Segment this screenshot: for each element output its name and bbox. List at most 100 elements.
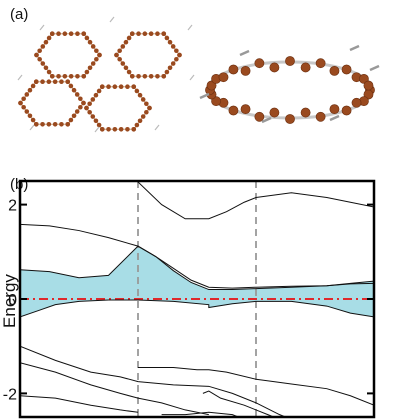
ring-atom [285, 114, 295, 124]
carbon-atom [120, 44, 126, 49]
carbon-atom [177, 52, 182, 58]
carbon-atom [49, 74, 55, 79]
ring-hydrogen [369, 64, 380, 72]
carbon-atom [134, 88, 140, 94]
carbon-atom [131, 127, 137, 132]
carbon-atom [46, 122, 52, 127]
bands-layer [20, 181, 374, 417]
carbon-atom [167, 65, 173, 71]
carbon-ring-structure [199, 44, 380, 124]
carbon-atom [106, 84, 111, 89]
carbon-atom [125, 84, 130, 89]
carbon-atom [21, 104, 26, 110]
carbon-atom [137, 92, 143, 98]
ring-atom [329, 65, 340, 76]
hydrogen-bond [29, 124, 35, 131]
ring-atom [341, 105, 352, 116]
carbon-atom [49, 31, 55, 36]
carbon-atom [33, 122, 39, 127]
carbon-atom [106, 127, 111, 132]
carbon-atom [87, 65, 93, 71]
carbon-atom [117, 56, 122, 62]
carbon-atom [68, 117, 74, 123]
carbon-atom [27, 87, 33, 93]
hydrogen-bond [17, 74, 23, 81]
hydrogen-bond [154, 124, 160, 131]
carbon-atom [126, 69, 132, 75]
carbon-atom [155, 74, 160, 79]
carbon-atom [18, 100, 23, 106]
carbon-atom [81, 100, 86, 106]
carbon-atom [74, 109, 80, 114]
carbon-atom [164, 35, 170, 41]
carbon-atom [87, 109, 92, 115]
carbon-atom [68, 74, 74, 79]
carbon-atom [87, 101, 92, 107]
carbon-atom [37, 48, 42, 54]
carbon-atom [142, 31, 148, 36]
carbon-atom [81, 74, 87, 79]
carbon-atom [94, 48, 99, 54]
carbon-atom [59, 122, 64, 127]
carbon-atom [174, 48, 179, 54]
carbon-atom [46, 69, 52, 75]
carbon-atom [24, 109, 30, 114]
panel-a-label: (a) [10, 6, 29, 23]
band-line-10 [136, 181, 374, 220]
carbon-atom [90, 97, 96, 102]
ring-hydrogen [261, 116, 272, 124]
carbon-atom [90, 44, 96, 49]
ring-atom [228, 64, 239, 75]
band-fill [20, 246, 374, 317]
carbon-atom [140, 97, 146, 102]
carbon-atom [40, 122, 45, 127]
band-line-3 [20, 299, 374, 318]
carbon-atom [56, 74, 61, 79]
carbon-atom [65, 122, 71, 127]
carbon-atom [87, 39, 93, 45]
carbon-atom [164, 69, 170, 75]
carbon-atom [68, 31, 74, 36]
honeycomb-structure [17, 16, 195, 133]
carbon-atom [93, 118, 99, 124]
carbon-atom [81, 31, 87, 36]
carbon-atom [147, 105, 152, 111]
carbon-atom [40, 61, 46, 66]
carbon-atom [136, 31, 141, 36]
carbon-atom [112, 84, 118, 89]
carbon-atom [114, 52, 119, 58]
carbon-atom [68, 83, 74, 89]
ring-atom [300, 62, 311, 73]
carbon-atom [34, 52, 39, 58]
band-line-9 [161, 411, 240, 417]
carbon-atom [142, 74, 148, 79]
carbon-atom [99, 127, 105, 132]
panel-b-label: (b) [10, 176, 29, 193]
carbon-atom [131, 84, 137, 89]
carbon-atom [30, 117, 36, 123]
carbon-atom [170, 44, 176, 49]
band-line-8 [202, 390, 276, 417]
carbon-atom [90, 61, 96, 66]
carbon-atom [84, 69, 90, 75]
carbon-atom [126, 35, 132, 41]
ring-hydrogen [239, 49, 250, 57]
carbon-atom [43, 65, 49, 71]
carbon-atom [62, 74, 68, 79]
carbon-atom [155, 31, 160, 36]
carbon-atom [84, 35, 90, 41]
ring-atom [254, 111, 265, 122]
ring-atom [240, 65, 251, 76]
carbon-atom [96, 122, 102, 128]
carbon-atom [46, 35, 52, 41]
carbon-atom [74, 92, 80, 97]
carbon-atom [75, 31, 80, 36]
hydrogen-bond [94, 126, 100, 133]
carbon-atom [140, 114, 146, 119]
carbon-atom [71, 113, 77, 119]
carbon-atom [144, 101, 149, 107]
carbon-atom [120, 61, 126, 66]
carbon-atom [46, 79, 52, 84]
carbon-atom [123, 39, 129, 45]
carbon-atom [56, 31, 61, 36]
